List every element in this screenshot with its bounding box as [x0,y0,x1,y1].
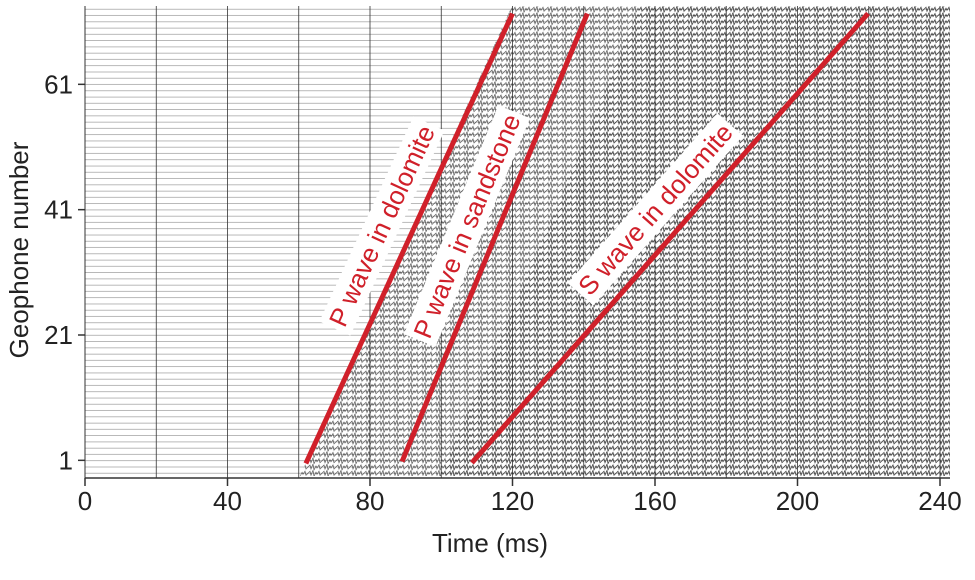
y-tick-label: 21 [44,320,73,350]
x-tick-label: 120 [491,486,534,516]
x-tick-label: 160 [633,486,676,516]
y-tick-label: 1 [59,445,73,475]
x-tick-label: 240 [918,486,961,516]
annotation-bg [319,116,445,336]
y-tick-label: 41 [44,195,73,225]
x-tick-label: 80 [356,486,385,516]
x-tick-label: 0 [78,486,92,516]
y-axis-title: Geophone number [4,141,34,358]
x-tick-label: 40 [213,486,242,516]
y-tick-label: 61 [44,69,73,99]
annotation-line [399,12,590,463]
x-tick-label: 200 [776,486,819,516]
annotation-bg [567,113,743,306]
wiggle-texture-dense [440,6,950,476]
annotation-line [470,11,870,465]
x-axis-title: Time (ms) [432,528,548,558]
annotation-line [303,12,515,465]
annotation-bg [403,105,530,347]
